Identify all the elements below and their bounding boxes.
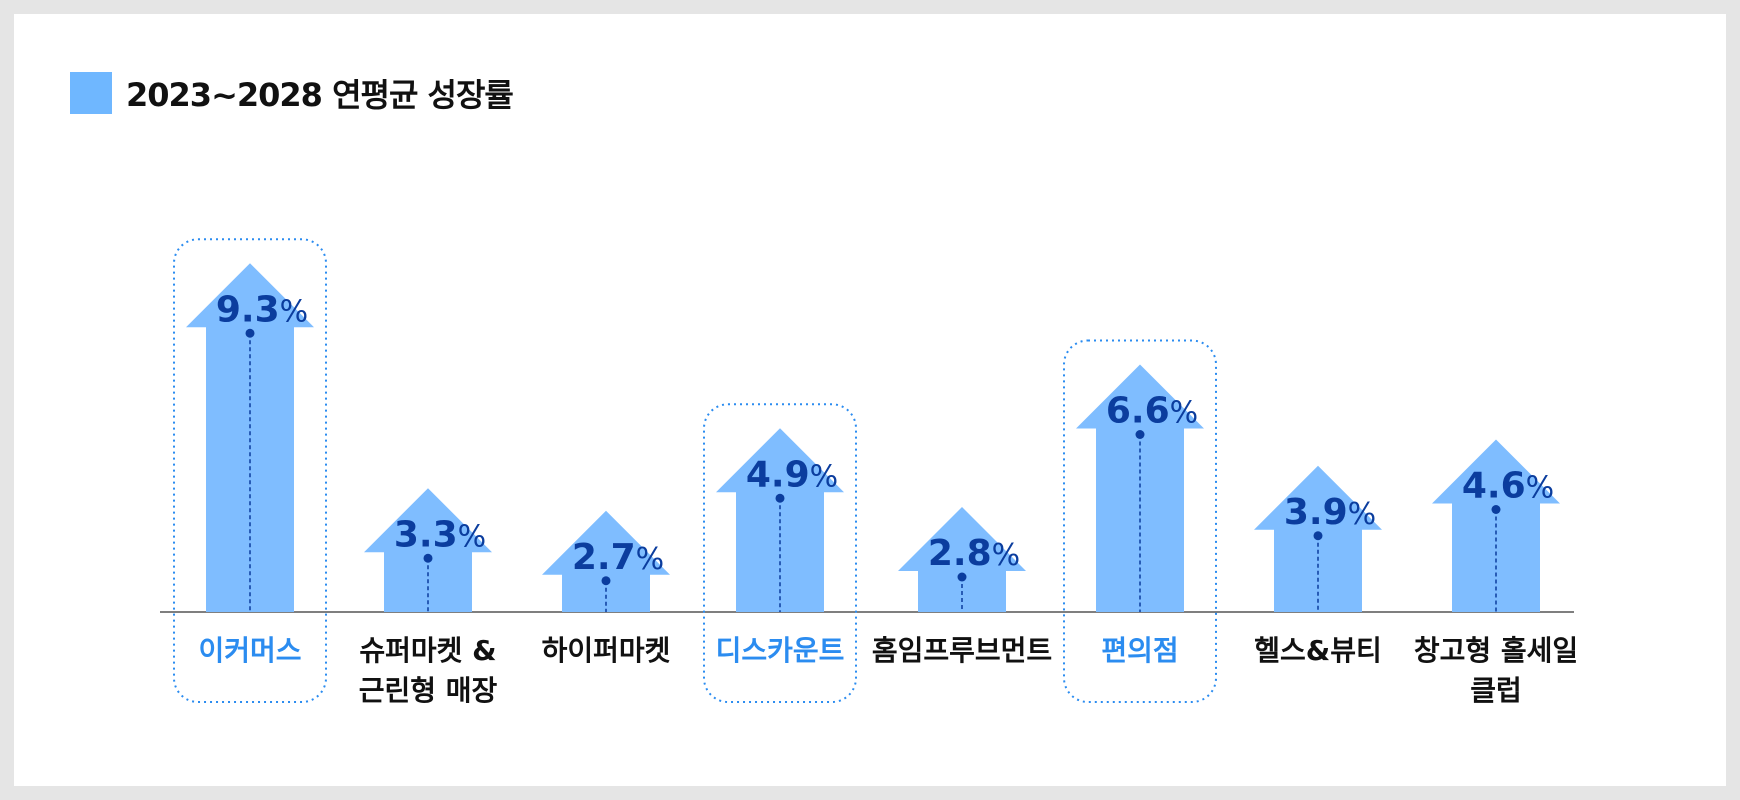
category-label: 디스카운트 bbox=[716, 634, 845, 667]
legend: 2023~2028 연평균 성장률 bbox=[70, 70, 514, 116]
category-label: 헬스&뷰티 bbox=[1254, 634, 1381, 667]
arrow-bar bbox=[364, 488, 492, 612]
leader-dot bbox=[957, 572, 967, 582]
legend-label: 2023~2028 연평균 성장률 bbox=[126, 76, 514, 114]
arrow-bar bbox=[186, 263, 314, 612]
value-label: 2.7% bbox=[572, 537, 664, 578]
value-label: 4.6% bbox=[1462, 466, 1554, 507]
leader-dot bbox=[1135, 430, 1145, 439]
value-label: 2.8% bbox=[928, 533, 1020, 574]
category-label: 홈임프루브먼트 bbox=[872, 634, 1052, 667]
value-label: 3.9% bbox=[1284, 492, 1376, 533]
legend-swatch bbox=[70, 72, 112, 114]
value-label: 6.6% bbox=[1106, 391, 1198, 432]
category-label: 이커머스 bbox=[198, 634, 301, 667]
leader-dot bbox=[1313, 531, 1323, 541]
leader-dot bbox=[601, 576, 611, 586]
category-label: 슈퍼마켓 & 근린형 매장 bbox=[359, 634, 498, 707]
highlight-box bbox=[703, 403, 857, 703]
leader-dot bbox=[775, 493, 785, 503]
value-label: 9.3% bbox=[216, 289, 308, 330]
category-label: 창고형 홀세일 클럽 bbox=[1414, 634, 1578, 707]
leader-dot bbox=[423, 553, 433, 563]
highlight-box bbox=[173, 238, 327, 703]
arrow-bar bbox=[542, 510, 670, 612]
category-label: 하이퍼마켓 bbox=[542, 634, 671, 667]
leader-dot bbox=[1491, 505, 1501, 514]
value-label: 3.3% bbox=[394, 514, 486, 555]
category-label: 편의점 bbox=[1101, 634, 1178, 667]
arrow-bar bbox=[898, 507, 1026, 612]
chart-panel: 2023~2028 연평균 성장률 bbox=[14, 14, 1726, 786]
leader-dot bbox=[245, 328, 255, 338]
value-label: 4.9% bbox=[746, 454, 838, 495]
arrow-bar bbox=[1076, 364, 1204, 612]
